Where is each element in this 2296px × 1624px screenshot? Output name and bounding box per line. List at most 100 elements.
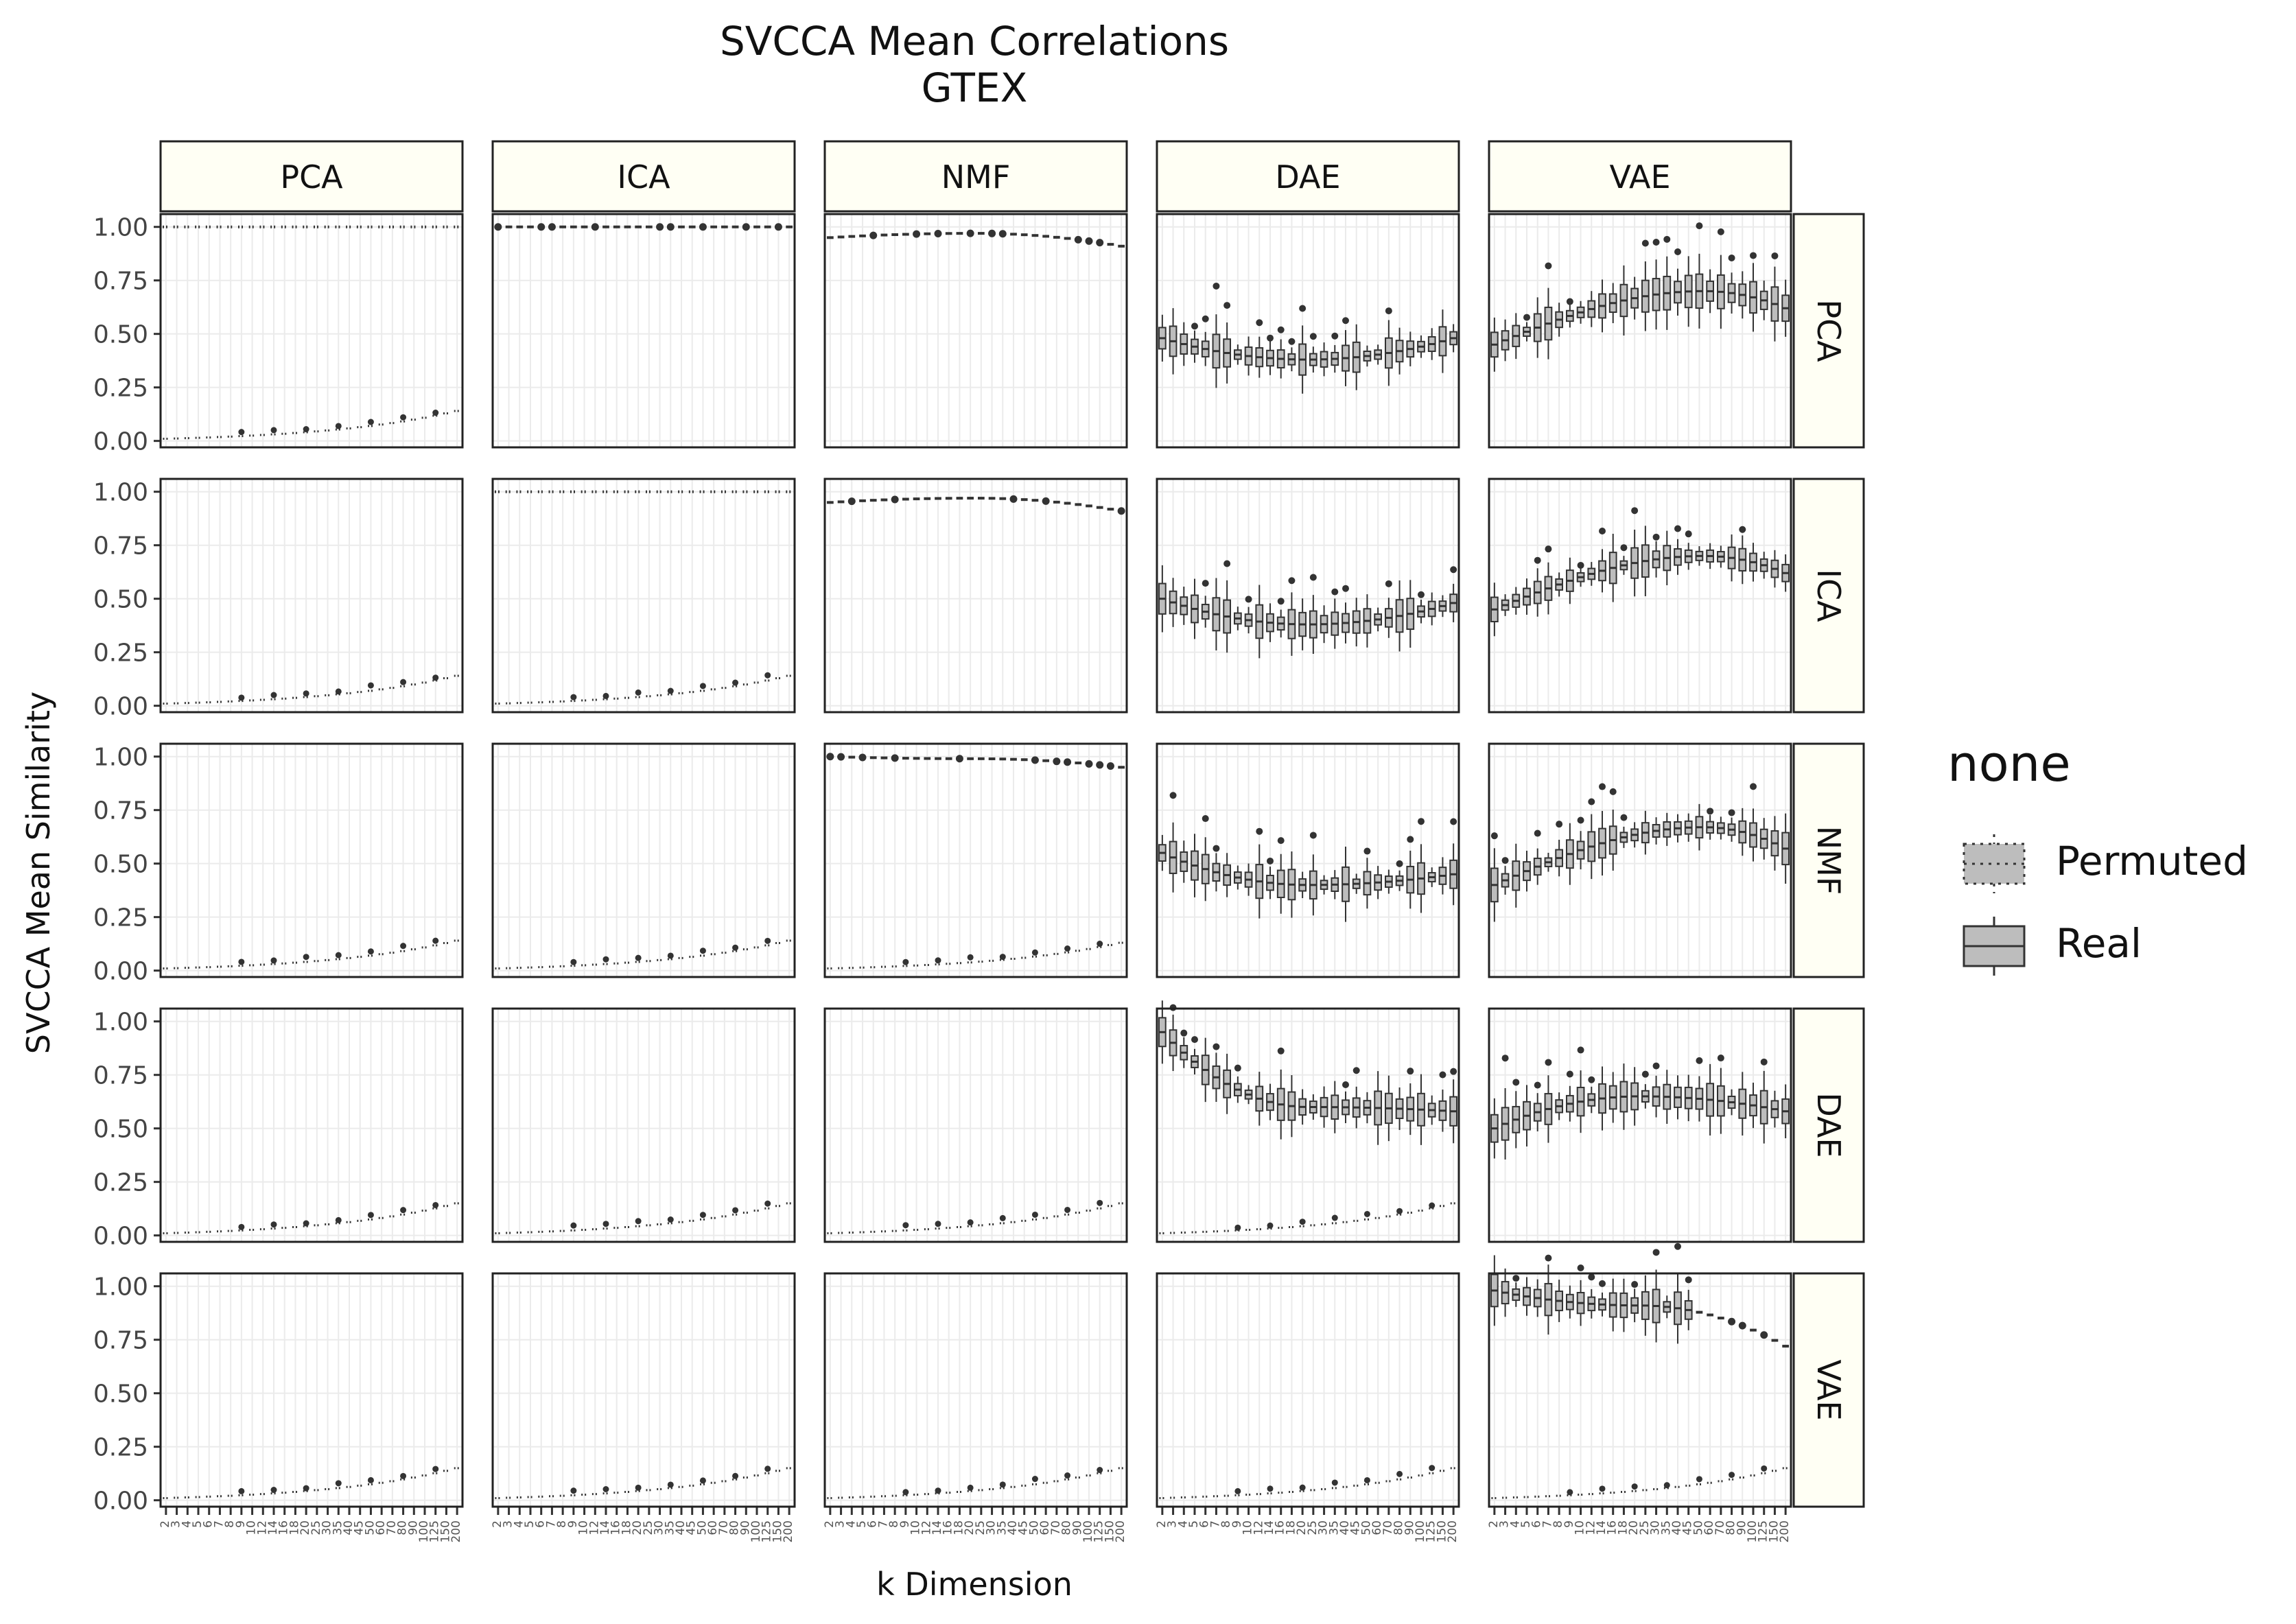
chart-subtitle: GTEX (922, 64, 1028, 111)
x-tick-label: 80 (1060, 1520, 1074, 1535)
x-tick-label: 45 (685, 1520, 699, 1535)
permuted-outlier (335, 688, 342, 695)
legend-label-real: Real (2056, 920, 2142, 967)
real-outlier (1169, 792, 1177, 799)
y-tick-label: 0.50 (93, 1380, 148, 1409)
real-outlier (1588, 798, 1595, 805)
panel-background (1157, 214, 1459, 447)
real-outlier (1085, 760, 1093, 768)
permuted-outlier (238, 958, 245, 965)
legend-item-real: Real (1963, 917, 2142, 976)
x-tick-label: 70 (1381, 1520, 1395, 1535)
real-outlier (1096, 761, 1104, 769)
permuted-outlier (303, 1485, 309, 1492)
permuted-outlier (1299, 1484, 1306, 1491)
real-outlier (1588, 1273, 1595, 1281)
panel-background (1157, 1273, 1459, 1507)
real-outlier (1418, 818, 1425, 825)
real-outlier (1663, 235, 1671, 243)
panel-ica-nmf (823, 478, 1128, 714)
permuted-outlier (335, 1480, 342, 1487)
row-strip-label-ica: ICA (1810, 569, 1847, 622)
real-outlier (699, 223, 707, 231)
x-tick-label: 20 (631, 1520, 644, 1535)
x-tick-label: 70 (385, 1520, 399, 1535)
panel-background (825, 479, 1127, 712)
permuted-outlier (1599, 1485, 1606, 1492)
permuted-outlier (1031, 949, 1038, 956)
x-tick-label: 5 (523, 1520, 537, 1528)
permuted-outlier (999, 1481, 1006, 1488)
col-strip-label-pca: PCA (280, 158, 343, 196)
permuted-outlier (1031, 1476, 1038, 1483)
x-tick-label: 8 (1219, 1520, 1233, 1528)
x-tick-label: 6 (1198, 1520, 1212, 1528)
real-outlier (1534, 829, 1541, 837)
y-tick-label: 0.00 (93, 428, 148, 456)
real-outlier (1760, 1058, 1768, 1066)
permuted-outlier (570, 958, 577, 965)
x-tick-label: 90 (406, 1520, 420, 1535)
x-tick-label: 125 (760, 1520, 774, 1542)
permuted-outlier (270, 957, 277, 964)
real-outlier (1180, 1029, 1188, 1037)
x-tick-label: 20 (963, 1520, 976, 1535)
permuted-outlier (570, 694, 577, 701)
permuted-outlier (335, 423, 342, 429)
panel-background (493, 479, 795, 712)
panel-pca-nmf (823, 213, 1128, 449)
y-tick-label: 0.00 (93, 1223, 148, 1251)
y-tick-label: 0.25 (93, 375, 148, 403)
real-outlier (1599, 527, 1606, 534)
x-tick-label: 7 (544, 1520, 558, 1528)
real-outlier (1685, 530, 1692, 538)
permuted-outlier (1363, 1476, 1370, 1483)
x-tick-label: 45 (1017, 1520, 1031, 1535)
real-outlier (847, 497, 856, 506)
panel-background (493, 1273, 795, 1507)
x-tick-label: 60 (1370, 1520, 1384, 1535)
x-tick-label: 50 (363, 1520, 377, 1535)
real-outlier (548, 223, 556, 231)
x-tick-label: 50 (1359, 1520, 1373, 1535)
real-outlier (1223, 560, 1231, 567)
y-tick-label: 0.00 (93, 693, 148, 721)
real-outlier (1042, 497, 1050, 505)
permuted-outlier (1064, 1206, 1071, 1213)
real-outlier (1534, 1081, 1541, 1089)
y-tick-label: 0.00 (93, 958, 148, 986)
real-outlier (1342, 1081, 1349, 1089)
col-strip-dae (1156, 140, 1460, 213)
permuted-outlier (1097, 1467, 1103, 1474)
real-outlier (1641, 239, 1649, 247)
x-tick-label: 18 (952, 1520, 965, 1535)
x-tick-label: 2 (1155, 1520, 1169, 1528)
x-tick-label: 5 (1519, 1520, 1533, 1528)
panel-vae-nmf (823, 1272, 1128, 1508)
real-outlier (1064, 758, 1072, 766)
panel-border (491, 478, 796, 714)
row-strip-pca (1792, 213, 1865, 449)
x-tick-label: 4 (180, 1520, 194, 1528)
x-tick-label: 10 (909, 1520, 923, 1535)
permuted-outlier (400, 679, 407, 685)
real-outlier (1674, 1243, 1681, 1250)
permuted-outlier (400, 414, 407, 421)
panel-border (823, 1272, 1128, 1508)
col-strip-vae (1488, 140, 1792, 213)
x-tick-label: 50 (1691, 1520, 1705, 1535)
real-outlier (1202, 815, 1209, 823)
real-outlier (1652, 1249, 1660, 1256)
x-tick-label: 80 (1392, 1520, 1406, 1535)
y-axis-label: SVCCA Mean Similarity (20, 692, 57, 1054)
real-outlier (1739, 526, 1746, 533)
x-tick-label: 90 (1403, 1520, 1416, 1535)
real-outlier (1696, 1057, 1703, 1064)
y-tick-label: 0.50 (93, 1116, 148, 1144)
x-tick-label: 9 (1230, 1520, 1244, 1528)
real-outlier (1631, 1281, 1639, 1288)
real-outlier (1577, 1046, 1584, 1054)
x-tick-label: 10 (1573, 1520, 1587, 1535)
x-tick-label: 12 (919, 1520, 933, 1535)
row-strip-label-pca: PCA (1810, 299, 1847, 362)
